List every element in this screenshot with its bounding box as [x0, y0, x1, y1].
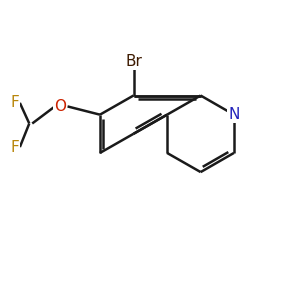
Text: F: F [10, 140, 19, 154]
Text: Br: Br [125, 54, 142, 69]
Text: F: F [10, 95, 19, 110]
Text: O: O [54, 99, 66, 114]
Text: N: N [228, 107, 240, 122]
